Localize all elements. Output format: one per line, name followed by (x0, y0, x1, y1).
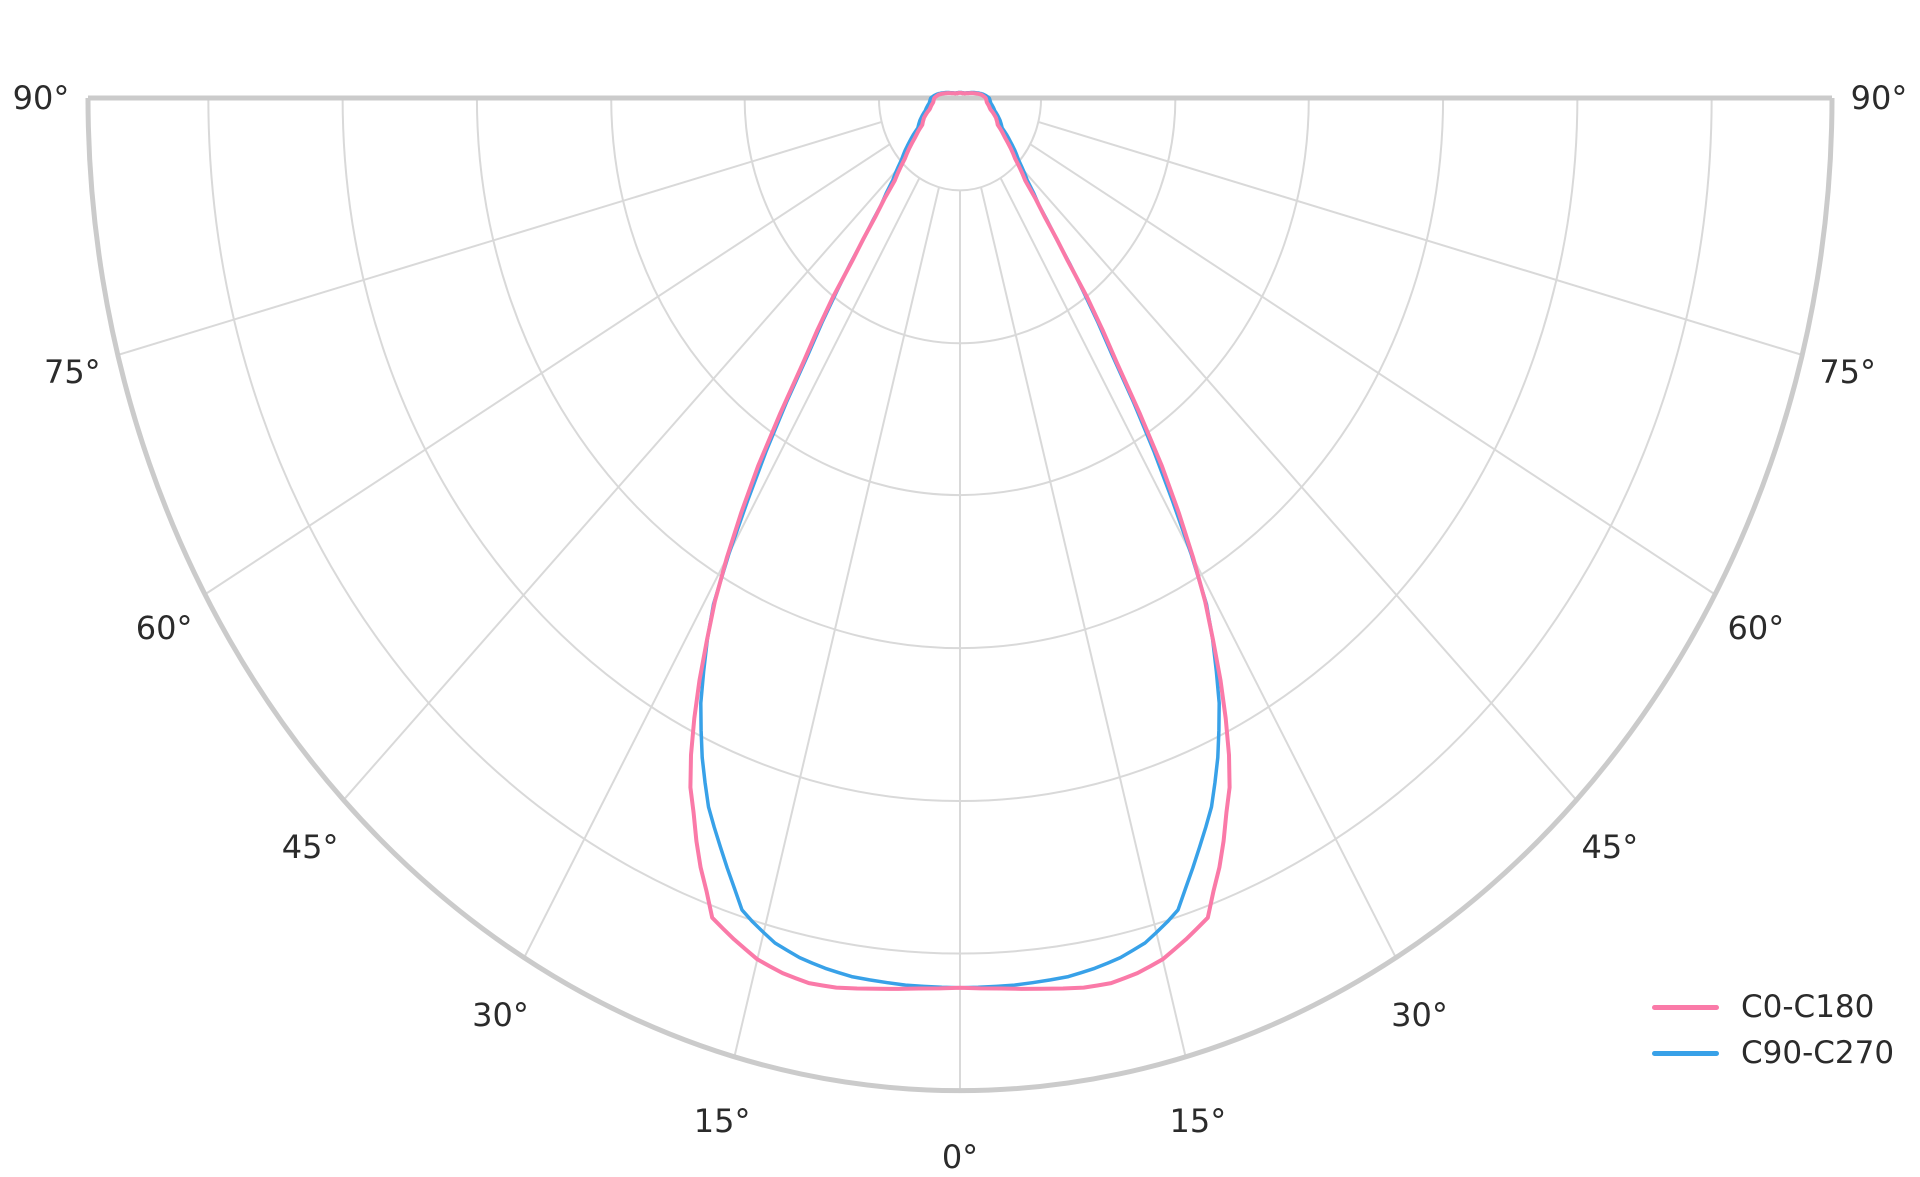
angle-label-45-right: 45° (1581, 827, 1639, 866)
polar-grid-spoke (342, 162, 904, 801)
angle-label-60-left: 60° (135, 608, 193, 647)
legend-swatch-c0-c180 (1652, 1004, 1719, 1010)
angle-label-15-right: 15° (1169, 1101, 1227, 1140)
angle-label-0: 0° (941, 1138, 979, 1176)
angle-label-75-right: 75° (1819, 353, 1877, 392)
polar-grid-spoke (980, 186, 1187, 1058)
polar-spine-outer-arc (85, 97, 1835, 1094)
polar-grid-spoke (204, 143, 891, 596)
polar-grid-spoke (1029, 143, 1716, 596)
angle-label-15-left: 15° (693, 1101, 751, 1140)
angle-label-45-left: 45° (281, 827, 339, 866)
polar-grid-spoke (999, 177, 1397, 959)
angle-label-60-right: 60° (1727, 608, 1785, 647)
polar-grid-spoke (117, 120, 882, 356)
legend-item-c90-c270: C90-C270 (1652, 1030, 1894, 1076)
angle-label-75-left: 75° (43, 353, 101, 392)
polar-grid-ring (877, 97, 1043, 192)
legend-item-c0-c180: C0-C180 (1652, 984, 1894, 1030)
angle-label-30-right: 30° (1391, 996, 1448, 1035)
angle-label-30-left: 30° (472, 996, 529, 1035)
polar-grid-spoke (1038, 120, 1803, 356)
legend-label-c90-c270: C90-C270 (1741, 1034, 1895, 1071)
curve-c0-c180 (688, 90, 1232, 991)
polar-grid-spoke (733, 186, 940, 1058)
angle-label-90-left: 90° (12, 79, 70, 117)
legend-swatch-c90-c270 (1652, 1050, 1719, 1056)
legend-label-c0-c180: C0-C180 (1741, 988, 1875, 1025)
polar-grid-spoke (523, 177, 921, 959)
legend: C0-C180 C90-C270 (1652, 984, 1894, 1076)
angle-label-90-right: 90° (1850, 79, 1908, 117)
polar-grid-spoke (1016, 162, 1578, 801)
